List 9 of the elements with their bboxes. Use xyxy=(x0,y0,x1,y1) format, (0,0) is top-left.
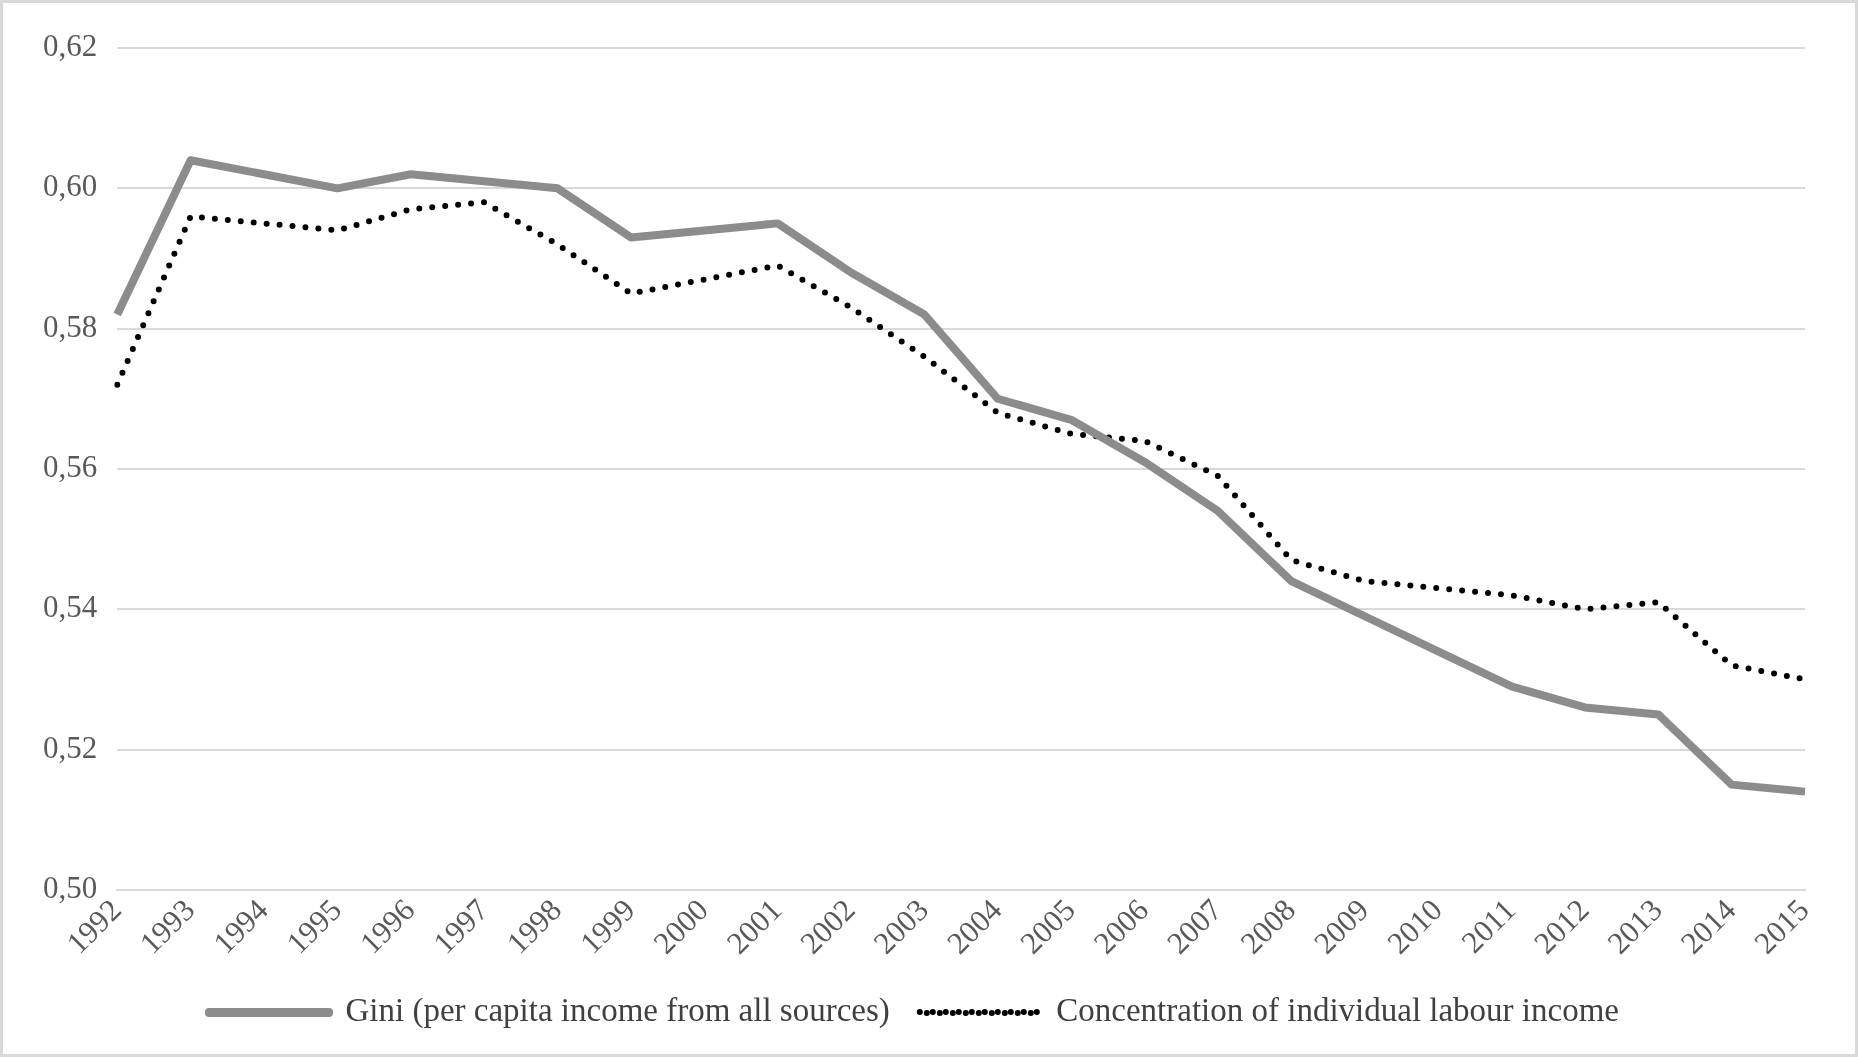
y-tick-label: 0,60 xyxy=(43,168,98,204)
y-tick-label: 0,62 xyxy=(43,28,98,64)
y-tick-label: 0,52 xyxy=(43,729,98,765)
y-tick-label: 0,58 xyxy=(43,308,98,344)
y-tick-label: 0,50 xyxy=(43,870,98,905)
y-tick-label: 0,56 xyxy=(43,449,98,485)
legend-label: Concentration of individual labour income xyxy=(1056,992,1619,1029)
legend-label: Gini (per capita income from all sources) xyxy=(345,992,890,1030)
y-tick-label: 0,54 xyxy=(43,589,98,625)
